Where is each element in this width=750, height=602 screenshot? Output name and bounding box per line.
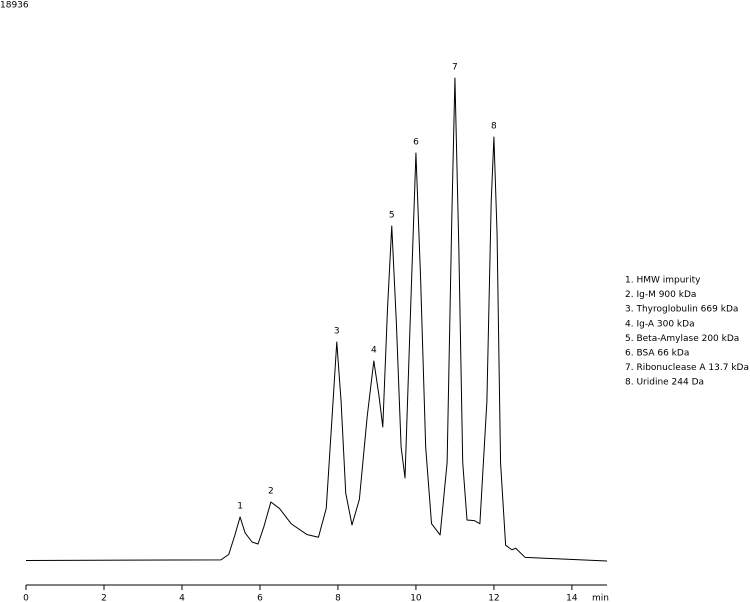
- x-tick-label: 8: [335, 594, 341, 602]
- legend-entry: 8. Uridine 244 Da: [625, 378, 704, 388]
- peak-label: 8: [491, 121, 497, 131]
- y-tick-label: 18936: [0, 1, 29, 11]
- x-unit-label: min: [592, 594, 609, 602]
- legend-entry: 6. BSA 66 kDa: [625, 349, 689, 359]
- trace-line: [25, 77, 608, 562]
- x-tick-label: 12: [488, 594, 499, 602]
- peak-label: 6: [413, 137, 419, 147]
- peak-label: 5: [389, 210, 395, 220]
- peak-label: 3: [334, 326, 340, 336]
- x-tick-label: 4: [179, 594, 185, 602]
- peak-label: 4: [371, 345, 377, 355]
- x-tick-label: 0: [23, 594, 29, 602]
- x-tick-label: 10: [410, 594, 422, 602]
- legend-entry: 5. Beta-Amylase 200 kDa: [625, 334, 739, 344]
- legend-entry: 3. Thyroglobulin 669 kDa: [625, 305, 738, 315]
- x-tick-label: 6: [257, 594, 263, 602]
- x-tick-label: 14: [566, 594, 578, 602]
- legend-entry: 4. Ig-A 300 kDa: [625, 319, 695, 329]
- legend-entry: 7. Ribonuclease A 13.7 kDa: [625, 363, 749, 373]
- peak-label: 1: [237, 502, 243, 512]
- legend-entry: 1. HMW impurity: [625, 276, 701, 286]
- peak-label: 7: [452, 62, 458, 72]
- peak-label: 2: [268, 486, 274, 496]
- x-tick-label: 2: [101, 594, 107, 602]
- legend-entry: 2. Ig-M 900 kDa: [625, 290, 696, 300]
